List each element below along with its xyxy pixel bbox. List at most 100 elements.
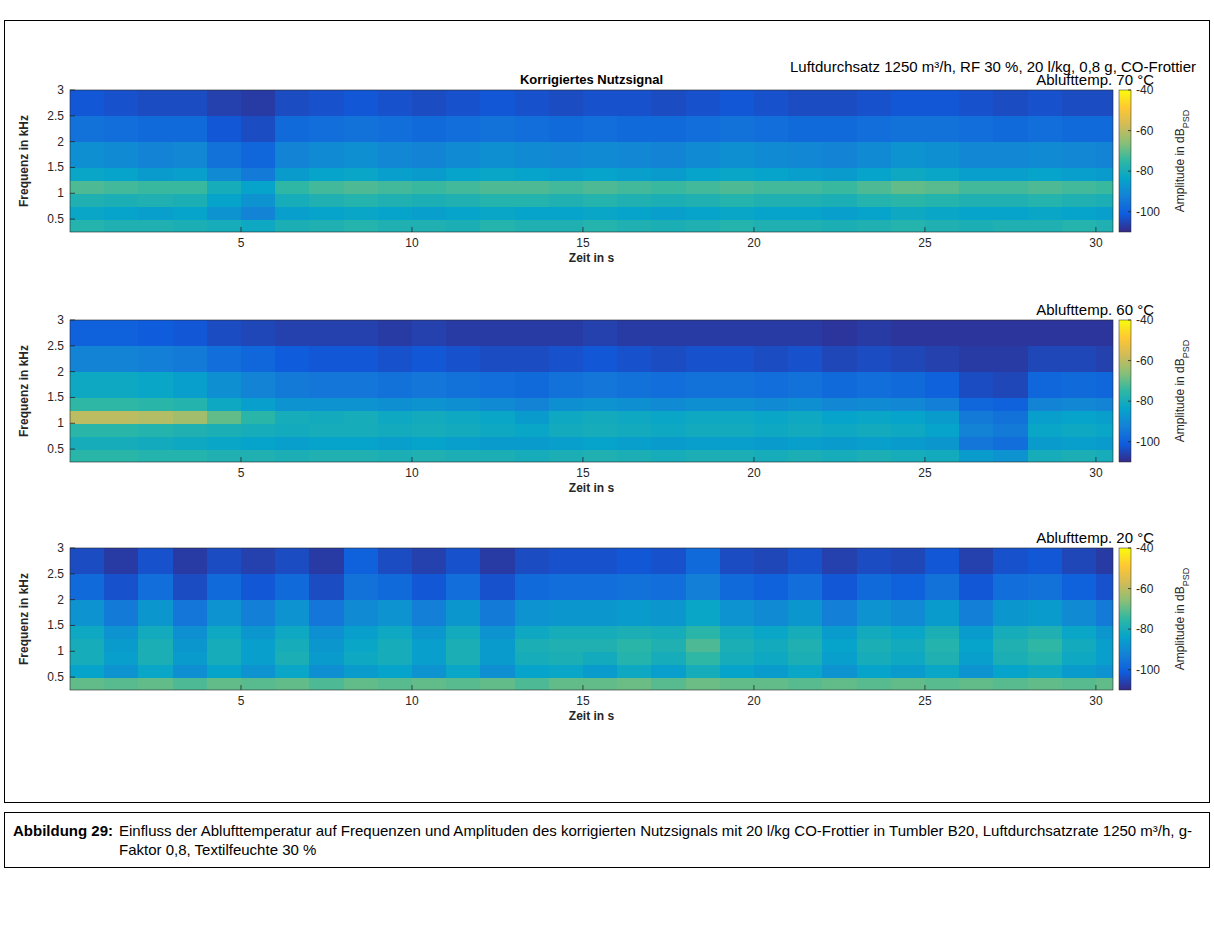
heatmap-cell <box>412 116 447 142</box>
heatmap-cell <box>207 651 242 665</box>
heatmap-cell <box>1096 346 1113 372</box>
heatmap-cell <box>378 346 413 372</box>
heatmap-cell <box>1028 180 1063 194</box>
heatmap-cell <box>412 410 447 424</box>
x-tick <box>240 685 241 690</box>
heatmap-cell <box>686 436 721 450</box>
heatmap-cell <box>309 651 344 665</box>
heatmap-cell <box>104 167 139 181</box>
heatmap-cell <box>70 449 105 462</box>
heatmap-cell <box>480 423 515 437</box>
heatmap-cell <box>515 206 550 220</box>
heatmap-cell <box>925 600 960 626</box>
y-tick <box>70 423 75 424</box>
heatmap-cell <box>549 410 584 424</box>
heatmap-cell <box>891 142 926 168</box>
heatmap-cell <box>720 206 755 220</box>
heatmap-cell <box>754 410 789 424</box>
heatmap-cell <box>138 436 173 450</box>
heatmap-cell <box>754 436 789 450</box>
heatmap-cell <box>1096 423 1113 437</box>
y-tick <box>70 371 75 372</box>
heatmap-cell <box>412 449 447 462</box>
heatmap-cell <box>857 397 892 411</box>
heatmap-cell <box>651 193 686 207</box>
heatmap-cell <box>617 320 652 346</box>
heatmap-cell <box>104 677 139 690</box>
heatmap-cell <box>1096 638 1113 652</box>
colorbar <box>1119 90 1131 232</box>
heatmap-cell <box>241 372 276 398</box>
heatmap-cell <box>309 410 344 424</box>
heatmap-cell <box>275 193 310 207</box>
heatmap-cell <box>138 574 173 600</box>
heatmap-cell <box>344 677 379 690</box>
heatmap-cell <box>959 142 994 168</box>
x-tick-label: 30 <box>1089 236 1103 250</box>
heatmap-cell <box>446 180 481 194</box>
heatmap-cell <box>412 397 447 411</box>
heatmap-cell <box>275 397 310 411</box>
heatmap-cell <box>754 548 789 574</box>
heatmap-cell <box>207 410 242 424</box>
heatmap-cell <box>173 625 208 639</box>
heatmap-cell <box>1096 90 1113 116</box>
heatmap-cell <box>822 638 857 652</box>
heatmap-cell <box>617 167 652 181</box>
heatmap-cell <box>138 664 173 678</box>
heatmap-cell <box>515 142 550 168</box>
heatmap-cell <box>617 410 652 424</box>
heatmap-cell <box>70 410 105 424</box>
heatmap-cell <box>104 116 139 142</box>
heatmap-cell <box>1028 548 1063 574</box>
heatmap-cell <box>1062 219 1097 232</box>
heatmap-cell <box>446 574 481 600</box>
heatmap-cell <box>686 372 721 398</box>
plot-background <box>70 90 1113 232</box>
heatmap-cell <box>959 423 994 437</box>
heatmap-cell <box>344 423 379 437</box>
colorbar-tick-label: -100 <box>1136 205 1160 219</box>
heatmap-cell <box>378 90 413 116</box>
y-tick-label: 1 <box>57 644 64 658</box>
heatmap-cell <box>515 193 550 207</box>
heatmap-cell <box>857 625 892 639</box>
heatmap-cell <box>549 116 584 142</box>
heatmap-cell <box>378 219 413 232</box>
x-tick-label: 5 <box>238 466 245 480</box>
heatmap-cell <box>686 410 721 424</box>
heatmap-cell <box>515 180 550 194</box>
heatmap-cell <box>344 372 379 398</box>
heatmap-cell <box>344 142 379 168</box>
heatmap-cell <box>446 638 481 652</box>
heatmap-cell <box>378 625 413 639</box>
heatmap-cell <box>788 449 823 462</box>
heatmap-cell <box>617 346 652 372</box>
heatmap-cell <box>515 90 550 116</box>
y-tick-label: 0.5 <box>47 212 64 226</box>
y-tick <box>70 167 75 168</box>
heatmap-cell <box>754 320 789 346</box>
heatmap-cells <box>70 90 1113 232</box>
x-tick-label: 20 <box>747 694 761 708</box>
y-tick <box>70 599 75 600</box>
heatmap-cell <box>70 677 105 690</box>
heatmap-cell <box>857 664 892 678</box>
x-tick <box>753 227 754 232</box>
heatmap-cell <box>173 436 208 450</box>
heatmap-cell <box>378 320 413 346</box>
heatmap-cell <box>754 625 789 639</box>
x-tick-label: 20 <box>747 466 761 480</box>
heatmap-cell <box>754 180 789 194</box>
y-tick-label: 3 <box>57 313 64 327</box>
heatmap-cell <box>70 346 105 372</box>
heatmap-cell <box>959 372 994 398</box>
heatmap-cell <box>138 625 173 639</box>
heatmap-cell <box>857 651 892 665</box>
heatmap-cell <box>959 397 994 411</box>
heatmap-cell <box>173 449 208 462</box>
heatmap-cell <box>309 423 344 437</box>
heatmap-cell <box>754 372 789 398</box>
heatmap-cell <box>515 548 550 574</box>
heatmap-cell <box>993 664 1028 678</box>
